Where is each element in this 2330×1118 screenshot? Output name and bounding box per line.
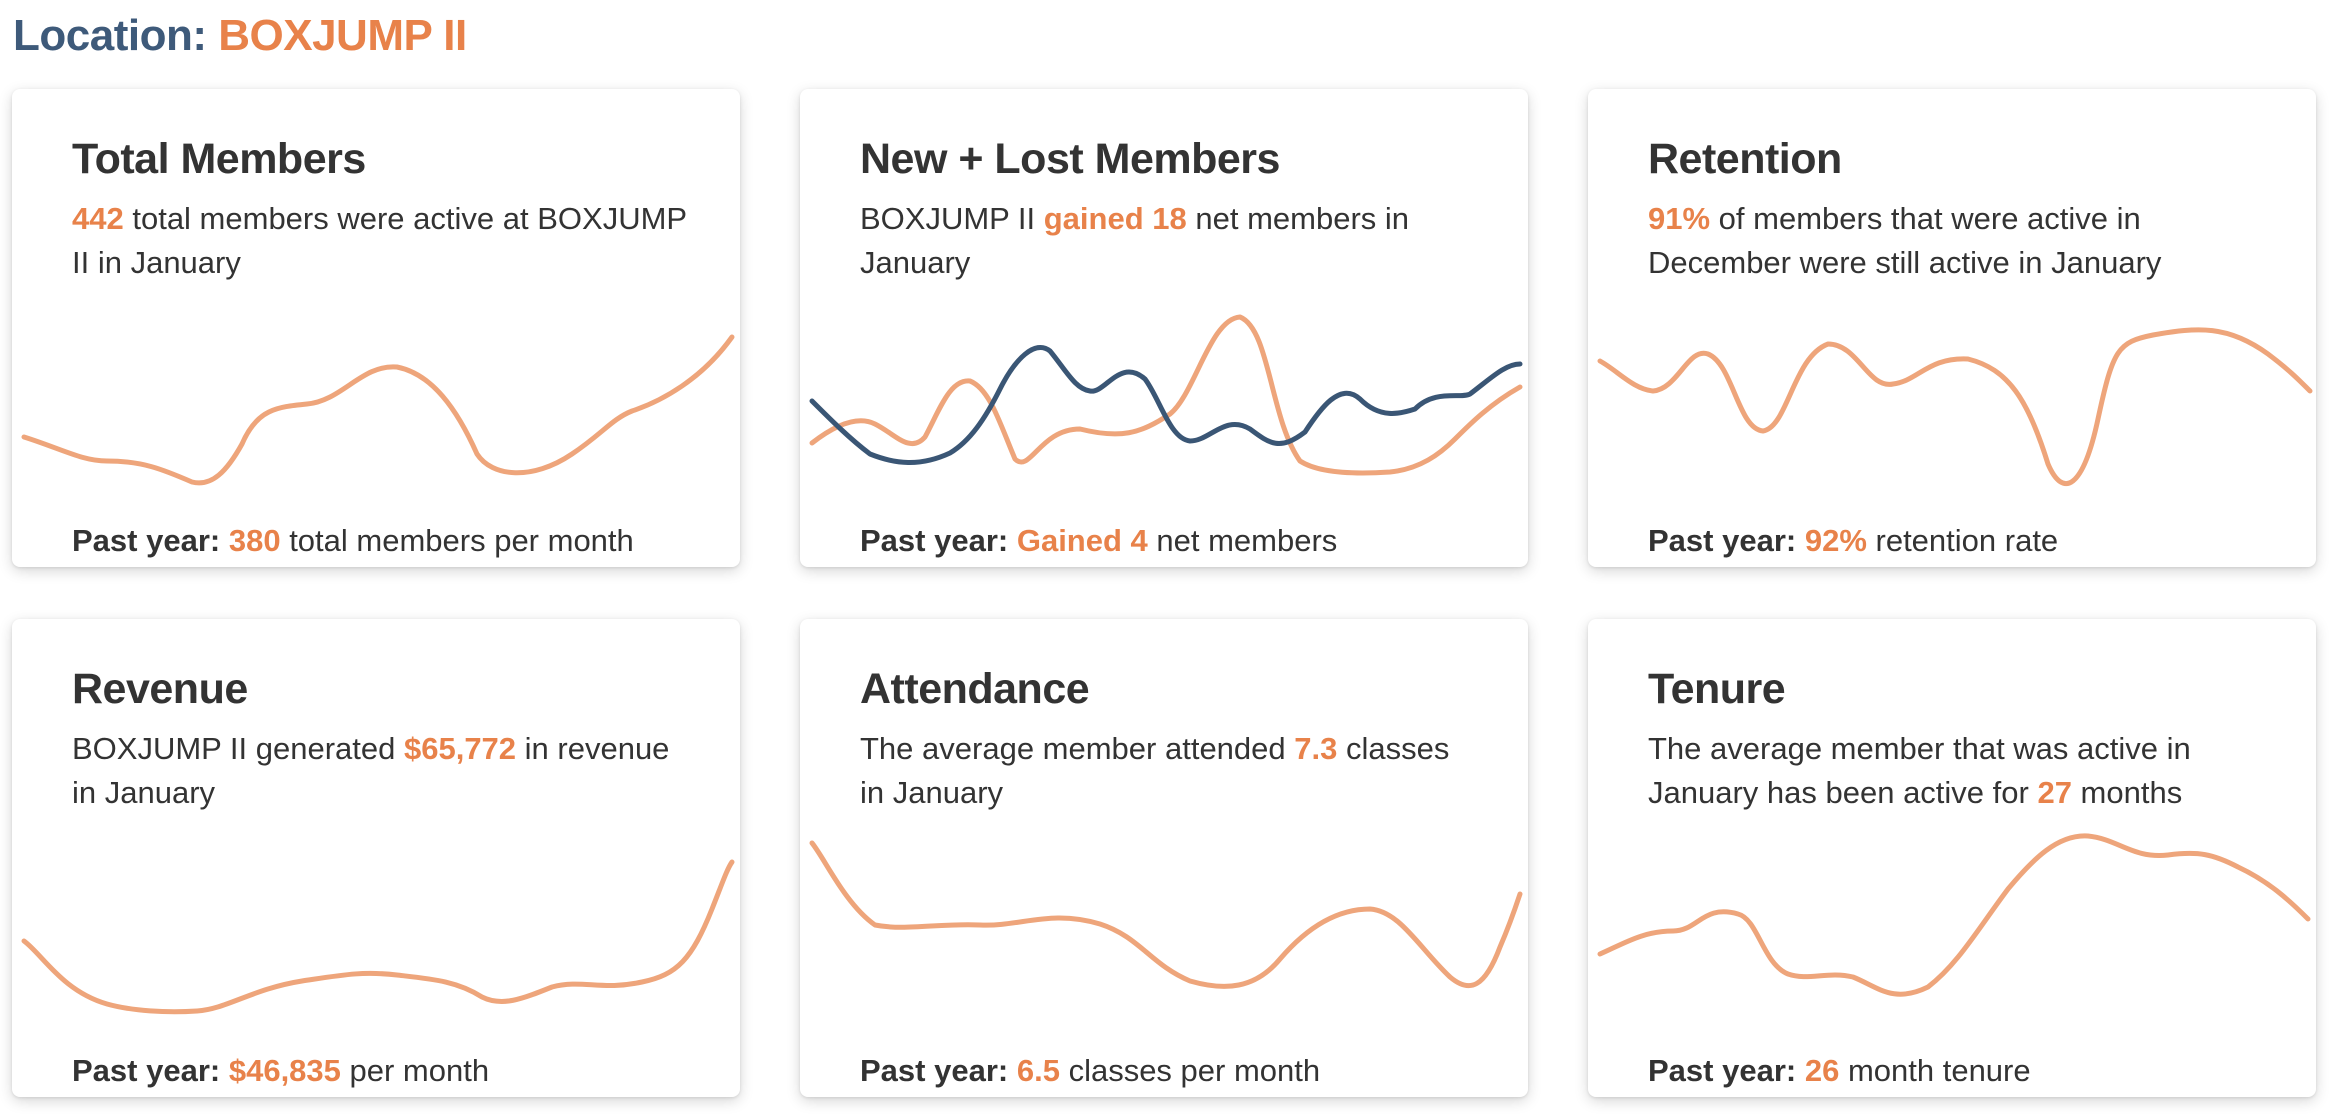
new-members-line <box>809 314 1523 476</box>
card-title: Retention <box>1648 135 1842 183</box>
revenue-card[interactable]: Revenue BOXJUMP II generated $65,772 in … <box>12 619 740 1097</box>
card-footer: Past year: $46,835 per month <box>72 1053 490 1088</box>
location-name: BOXJUMP II <box>218 11 467 60</box>
card-footer: Past year: 380 total members per month <box>72 523 634 558</box>
card-description: The average member that was active in Ja… <box>1648 731 2191 810</box>
location-label: Location: <box>13 11 207 60</box>
card-footer: Past year: 26 month tenure <box>1648 1053 2031 1088</box>
retention-card[interactable]: Retention 91% of members that were activ… <box>1588 89 2316 567</box>
attendance-card[interactable]: Attendance The average member attended 7… <box>800 619 1528 1097</box>
card-footer: Past year: Gained 4 net members <box>860 523 1338 558</box>
new-lost-members-card[interactable]: New + Lost Members BOXJUMP II gained 18 … <box>800 89 1528 567</box>
card-title: Total Members <box>72 135 366 183</box>
card-title: Revenue <box>72 665 248 713</box>
card-description: BOXJUMP II generated $65,772 in revenue … <box>72 731 670 810</box>
card-title: Attendance <box>860 665 1090 713</box>
card-description: 91% of members that were active in Decem… <box>1648 201 2162 280</box>
card-description: 442 total members were active at BOXJUMP… <box>72 201 687 280</box>
card-footer: Past year: 92% retention rate <box>1648 523 2059 558</box>
lost-members-line <box>809 344 1523 465</box>
page-title: Location: BOXJUMP II <box>13 4 467 68</box>
card-title: New + Lost Members <box>860 135 1280 183</box>
card-footer: Past year: 6.5 classes per month <box>860 1053 1321 1088</box>
card-description: The average member attended 7.3 classes … <box>860 731 1450 810</box>
card-title: Tenure <box>1648 665 1786 713</box>
card-description: BOXJUMP II gained 18 net members in Janu… <box>860 201 1410 280</box>
tenure-card[interactable]: Tenure The average member that was activ… <box>1588 619 2316 1097</box>
total-members-card[interactable]: Total Members 442 total members were act… <box>12 89 740 567</box>
